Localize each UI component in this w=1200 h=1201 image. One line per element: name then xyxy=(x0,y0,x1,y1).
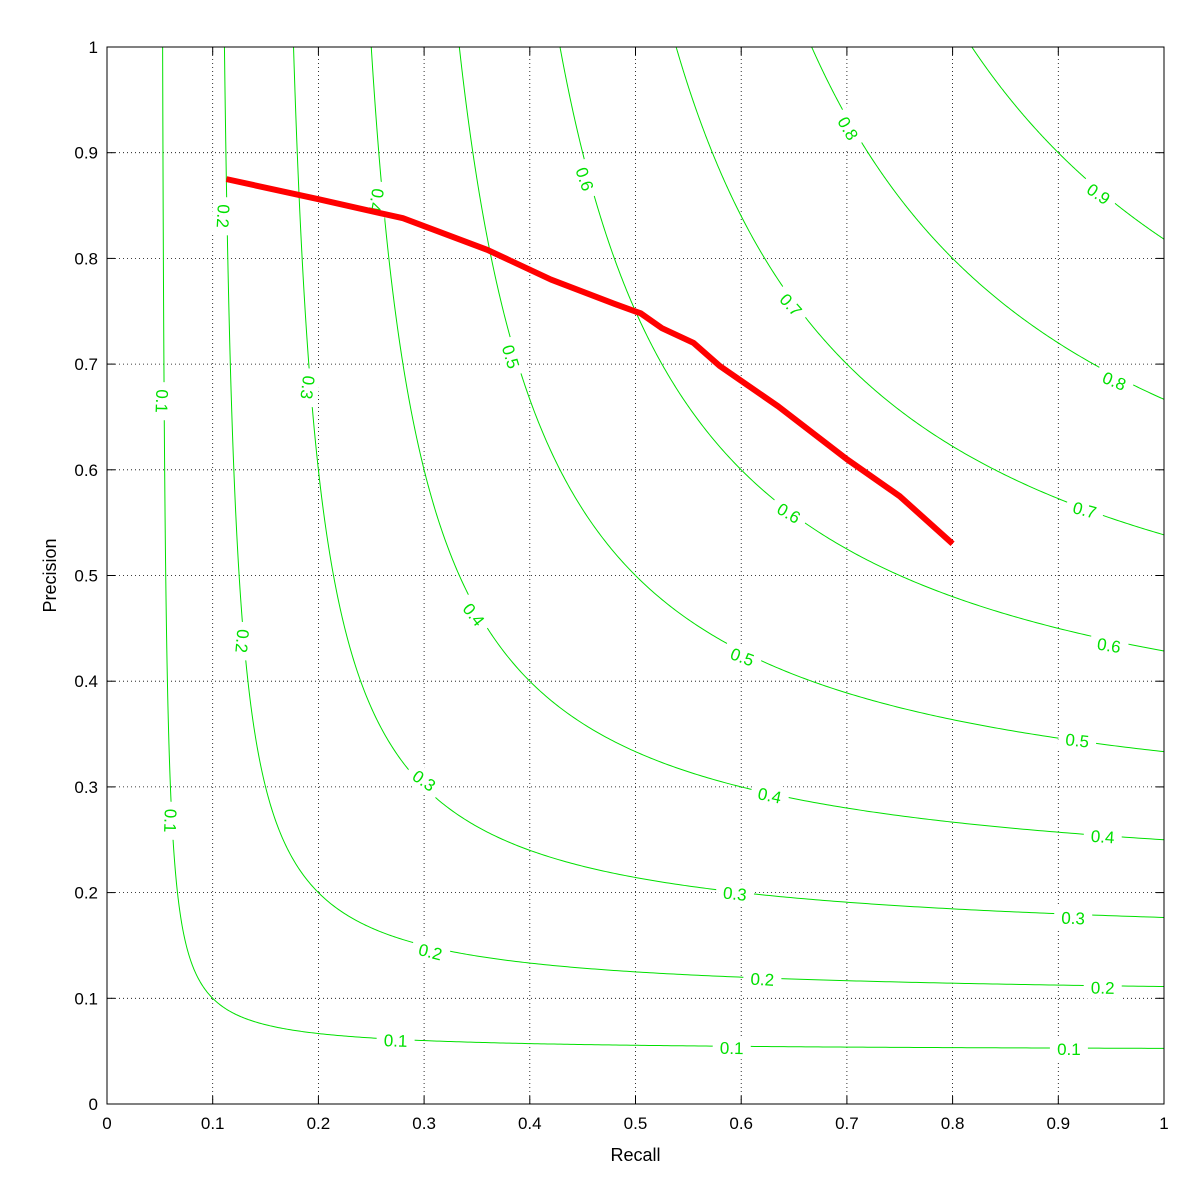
contour-line xyxy=(559,47,1164,652)
precision-recall-curve xyxy=(225,176,955,547)
contour-label: 0.3 xyxy=(722,884,747,905)
x-axis-label: Recall xyxy=(610,1145,660,1165)
contour-label-bg xyxy=(1088,631,1130,660)
contour-label-group: 0.2 xyxy=(1083,976,1122,1000)
x-tick-label: 0.5 xyxy=(624,1114,648,1133)
contour-label-group: 0.1 xyxy=(712,1036,751,1060)
contour-label: 0.6 xyxy=(1096,635,1122,657)
contour-label: 0.2 xyxy=(1091,978,1115,997)
contour-label-group: 0.1 xyxy=(158,801,183,841)
contour-label-group: 0.1 xyxy=(376,1028,415,1053)
contour-label: 0.2 xyxy=(231,628,252,653)
contour-label-bg xyxy=(1083,976,1122,1000)
contour-label-group: 0.1 xyxy=(1049,1038,1088,1060)
contour-label-group: 0.5 xyxy=(1057,727,1098,754)
contour-label-bg xyxy=(742,967,782,992)
x-tick-label: 0.2 xyxy=(307,1114,331,1133)
y-tick-label: 0.8 xyxy=(74,249,98,268)
contour-label-bg xyxy=(376,1028,415,1053)
contour-label-bg xyxy=(1063,494,1106,526)
x-tick-label: 0.7 xyxy=(835,1114,859,1133)
contour-labels: 0.1 0.1 0.1 0.1 0.1 0.2 0.2 0.2 0.2 0.2 0.3 0.3 0.3 0… xyxy=(150,106,1137,1060)
contour-label-bg xyxy=(158,801,183,841)
contour-label-group: 0.3 xyxy=(714,880,755,907)
x-tick-label: 0.8 xyxy=(941,1114,965,1133)
contour-label-bg xyxy=(770,283,812,327)
contour-label: 0.4 xyxy=(1090,827,1115,848)
contour-label-bg xyxy=(1057,727,1098,754)
contour-label-bg xyxy=(766,494,811,533)
x-tick-label: 1 xyxy=(1159,1114,1168,1133)
y-tick-label: 0.3 xyxy=(74,778,98,797)
contour-label: 0.3 xyxy=(296,374,318,400)
contour-label-bg xyxy=(568,157,602,201)
contour-label-bg xyxy=(712,1036,751,1060)
y-tick-label: 1 xyxy=(89,38,98,57)
contour-line xyxy=(811,47,1164,400)
contour-label: 0.1 xyxy=(720,1039,744,1058)
y-axis-label: Precision xyxy=(40,538,60,612)
x-tick-label: 0.3 xyxy=(412,1114,436,1133)
y-tick-label: 0.6 xyxy=(74,461,98,480)
contour-label: 0.2 xyxy=(750,970,775,990)
contour-label-bg xyxy=(453,592,495,637)
contour-label-group: 0.2 xyxy=(229,621,255,661)
contour-label-bg xyxy=(1049,1038,1088,1060)
contour-label-bg xyxy=(294,367,322,408)
contour-label: 0.1 xyxy=(383,1031,407,1051)
y-tick-label: 0 xyxy=(89,1095,98,1114)
axis-ticks: 0 0.1 0.2 0.3 0.4 0.5 0.6 0.7 0.8 0.9 100.10.20.30… xyxy=(74,38,1168,1133)
contour-label-bg xyxy=(211,196,236,236)
contour-label: 0.5 xyxy=(1064,730,1089,751)
contour-label-group: 0.6 xyxy=(1088,631,1130,660)
x-tick-label: 0.9 xyxy=(1046,1114,1070,1133)
contour-label: 0.1 xyxy=(1057,1040,1081,1059)
y-tick-label: 0.1 xyxy=(74,989,98,1008)
contour-label-group: 0.4 xyxy=(1082,824,1123,849)
contour-label-group: 0.1 xyxy=(150,381,174,421)
y-tick-label: 0.4 xyxy=(74,672,98,691)
contour-label-bg xyxy=(1092,363,1137,399)
contour-label: 0.4 xyxy=(365,187,388,214)
contour-label-bg xyxy=(150,381,174,421)
contour-label: 0.4 xyxy=(756,784,783,808)
y-tick-label: 0.5 xyxy=(74,567,98,586)
contour-label-group: 0.3 xyxy=(294,367,322,408)
y-tick-label: 0.9 xyxy=(74,144,98,163)
contour-label-bg xyxy=(402,760,446,801)
x-tick-label: 0.1 xyxy=(201,1114,225,1133)
contour-label-group: 0.4 xyxy=(748,780,791,811)
y-tick-label: 0.7 xyxy=(74,355,98,374)
x-tick-label: 0 xyxy=(102,1114,111,1133)
contour-label-bg xyxy=(494,335,527,379)
contour-label: 0.3 xyxy=(1061,909,1085,929)
f-measure-contours: 0.1 0.1 0.1 0.1 0.1 0.2 0.2 0.2 0.2 0.2 0.3 0.3 0.3 0… xyxy=(150,47,1164,1060)
contour-label-group: 0.2 xyxy=(211,196,236,236)
x-tick-label: 0.6 xyxy=(729,1114,753,1133)
series-layer xyxy=(225,176,955,547)
contour-label-bg xyxy=(714,880,755,907)
contour-label: 0.2 xyxy=(213,204,233,229)
contour-label-group: 0.7 xyxy=(1063,494,1106,526)
x-tick-label: 0.4 xyxy=(518,1114,542,1133)
contour-label-bg xyxy=(720,640,764,674)
contour-line xyxy=(458,47,1164,753)
contour-label-group: 0.3 xyxy=(1053,906,1093,930)
contour-label-bg xyxy=(1076,174,1121,214)
contour-label: 0.1 xyxy=(152,389,172,413)
contour-label: 0.1 xyxy=(160,809,180,833)
contour-label-bg xyxy=(229,621,255,661)
y-tick-label: 0.2 xyxy=(74,884,98,903)
contour-label-group: 0.2 xyxy=(409,936,452,968)
contour-line xyxy=(370,47,1164,841)
contour-label-group: 0.2 xyxy=(742,967,782,992)
contour-label-bg xyxy=(748,780,791,811)
contour-label-bg xyxy=(409,936,452,968)
contour-label-bg xyxy=(1053,906,1093,930)
contour-label-bg xyxy=(828,106,868,151)
contour-label-bg xyxy=(1082,824,1123,849)
